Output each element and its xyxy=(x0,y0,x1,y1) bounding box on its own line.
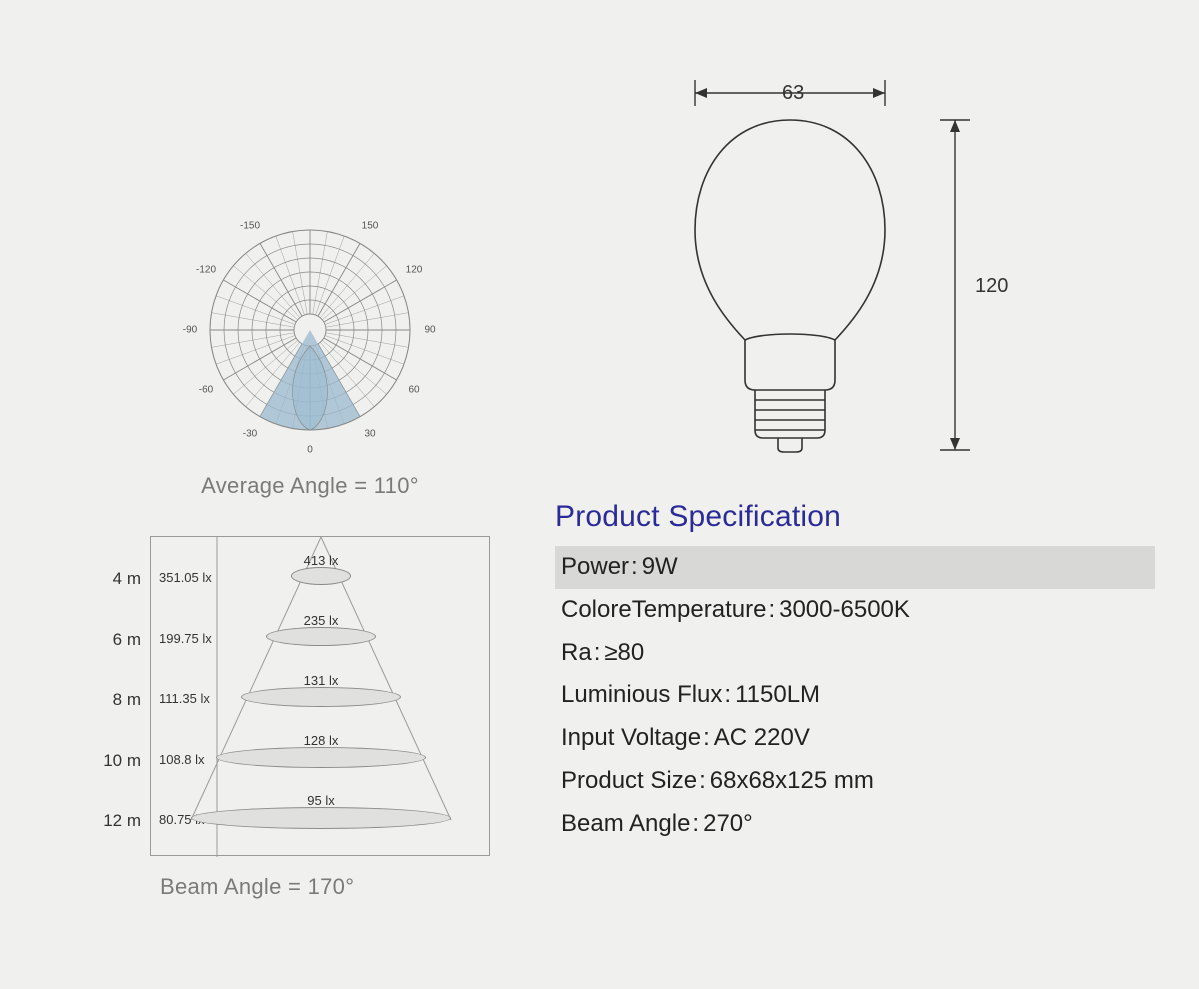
beam-distance: 10 m xyxy=(93,751,141,771)
spec-table: Product Specification Power : 9WColoreTe… xyxy=(555,500,1155,846)
spec-separator: : xyxy=(692,807,699,842)
svg-text:120: 120 xyxy=(406,265,423,276)
spec-row: Ra : ≥80 xyxy=(555,632,1155,675)
bulb-height-value: 120 xyxy=(975,275,1008,298)
beam-ellipse xyxy=(266,627,376,646)
beam-label: Beam Angle = 170° xyxy=(160,874,490,900)
beam-box: 4 m351.05 lx413 lx6 m199.75 lx235 lx8 m1… xyxy=(150,536,490,856)
spec-separator: : xyxy=(703,721,710,756)
beam-lux: 111.35 lx xyxy=(159,691,210,706)
spec-key: Product Size xyxy=(561,764,697,799)
bulb-width-value: 63 xyxy=(782,82,804,105)
beam-center-lux: 131 lx xyxy=(304,673,339,688)
spec-separator: : xyxy=(768,593,775,628)
spec-row: Luminious Flux : 1150LM xyxy=(555,674,1155,717)
svg-text:0: 0 xyxy=(307,445,313,456)
spec-rows: Power : 9WColoreTemperature : 3000-6500K… xyxy=(555,546,1155,846)
bulb-outline xyxy=(695,120,885,452)
spec-value: 9W xyxy=(642,550,678,585)
svg-text:-120: -120 xyxy=(196,265,216,276)
beam-center-lux: 235 lx xyxy=(304,613,339,628)
spec-key: Luminious Flux xyxy=(561,678,722,713)
beam-distance: 4 m xyxy=(93,569,141,589)
beam-center-lux: 95 lx xyxy=(307,793,334,808)
spec-value: 1150LM xyxy=(735,678,820,713)
beam-diagram: 4 m351.05 lx413 lx6 m199.75 lx235 lx8 m1… xyxy=(100,536,490,900)
spec-separator: : xyxy=(724,678,731,713)
beam-distance: 12 m xyxy=(93,811,141,831)
spec-separator: : xyxy=(631,550,638,585)
beam-distance: 8 m xyxy=(93,690,141,710)
polar-svg: -150 150 -120 120 -90 90 -60 60 -30 30 0 xyxy=(170,200,450,460)
beam-lux: 199.75 lx xyxy=(159,631,212,646)
spec-row: Beam Angle : 270° xyxy=(555,803,1155,846)
spec-key: Input Voltage xyxy=(561,721,701,756)
spec-row: Input Voltage : AC 220V xyxy=(555,717,1155,760)
beam-ellipse xyxy=(216,747,426,768)
bulb-dimension-drawing: 63 120 xyxy=(660,60,980,460)
svg-text:-150: -150 xyxy=(240,221,260,232)
beam-ellipse xyxy=(191,807,451,829)
spec-key: Beam Angle xyxy=(561,807,690,842)
polar-diagram: -150 150 -120 120 -90 90 -60 60 -30 30 0 Average A… xyxy=(160,200,460,499)
spec-value: 270° xyxy=(703,807,753,842)
beam-center-lux: 413 lx xyxy=(304,553,339,568)
spec-separator: : xyxy=(594,636,601,671)
spec-value: 68x68x125 mm xyxy=(710,764,874,799)
spec-key: ColoreTemperature xyxy=(561,593,766,628)
svg-text:90: 90 xyxy=(424,325,436,336)
spec-key: Ra xyxy=(561,636,592,671)
beam-lux: 351.05 lx xyxy=(159,570,212,585)
beam-lux: 108.8 lx xyxy=(159,752,205,767)
height-dimension xyxy=(940,120,970,450)
spec-row: ColoreTemperature : 3000-6500K xyxy=(555,589,1155,632)
polar-label: Average Angle = 110° xyxy=(160,473,460,499)
svg-text:30: 30 xyxy=(364,429,376,440)
spec-key: Power xyxy=(561,550,629,585)
spec-value: AC 220V xyxy=(714,721,810,756)
spec-value: ≥80 xyxy=(604,636,644,671)
svg-text:-60: -60 xyxy=(199,385,214,396)
beam-distance: 6 m xyxy=(93,630,141,650)
spec-row: Product Size : 68x68x125 mm xyxy=(555,760,1155,803)
svg-text:-90: -90 xyxy=(183,325,198,336)
beam-center-lux: 128 lx xyxy=(304,733,339,748)
spec-separator: : xyxy=(699,764,706,799)
beam-ellipse xyxy=(241,687,401,707)
svg-text:-30: -30 xyxy=(243,429,258,440)
beam-ellipse xyxy=(291,567,351,585)
spec-value: 3000-6500K xyxy=(779,593,910,628)
spec-row: Power : 9W xyxy=(555,546,1155,589)
bulb-svg xyxy=(660,60,1040,480)
svg-text:150: 150 xyxy=(362,221,379,232)
svg-text:60: 60 xyxy=(408,385,420,396)
spec-title: Product Specification xyxy=(555,500,1155,534)
